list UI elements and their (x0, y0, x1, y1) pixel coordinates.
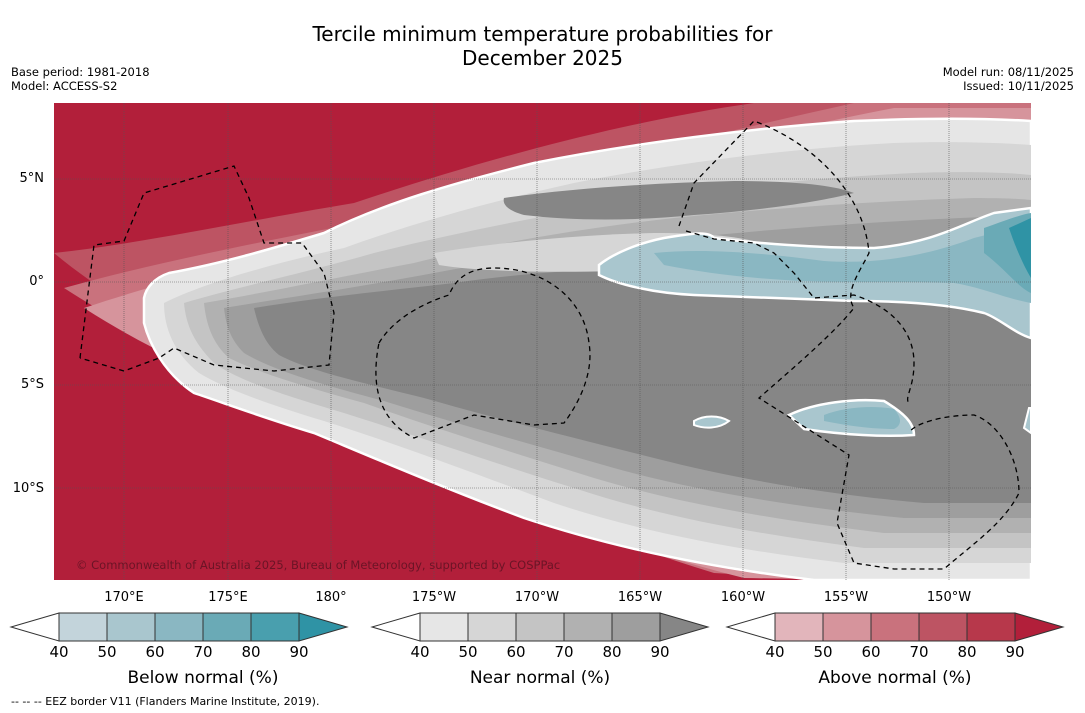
near-tick-90: 90 (650, 643, 670, 661)
colorbar-below-bin-60 (154, 612, 204, 642)
above-tick-50: 50 (813, 643, 833, 661)
lon-label-155w: 155°W (823, 590, 869, 605)
lon-label-175w: 175°W (411, 590, 457, 605)
colorbar-below-bin-80 (250, 612, 300, 642)
above-tick-60: 60 (861, 643, 881, 661)
colorbar-near-bin-80 (611, 612, 661, 642)
above-normal-title: Above normal (%) (818, 668, 972, 688)
colorbar-above-bin-60 (870, 612, 920, 642)
lat-label-5s: 5°S (20, 377, 44, 392)
near-tick-80: 80 (602, 643, 622, 661)
above-tick-70: 70 (909, 643, 929, 661)
colorbar-below-normal (9, 612, 349, 642)
lat-label-0: 0° (29, 274, 44, 289)
colorbar-above-normal (725, 612, 1065, 642)
eez-footnote: -- -- -- EEZ border V11 (Flanders Marine… (11, 695, 320, 708)
lon-label-150w: 150°W (926, 590, 972, 605)
colorbar-above-bin-70 (918, 612, 968, 642)
colorbar-below-bin-70 (202, 612, 252, 642)
colorbar-above-bin-80 (966, 612, 1016, 642)
near-tick-50: 50 (458, 643, 478, 661)
below-tick-90: 90 (289, 643, 309, 661)
map-title-line1: Tercile minimum temperature probabilitie… (312, 22, 773, 46)
base-period: Base period: 1981-2018 (11, 65, 150, 79)
issued-date: Issued: 10/11/2025 (963, 79, 1074, 93)
colorbar-below-bin-90 (298, 612, 349, 642)
model-name: Model: ACCESS-S2 (11, 79, 118, 93)
lon-label-165w: 165°W (617, 590, 663, 605)
near-tick-70: 70 (554, 643, 574, 661)
colorbar-near-normal (370, 612, 710, 642)
colorbar-legend (9, 612, 1065, 642)
below-tick-40: 40 (49, 643, 69, 661)
colorbar-near-bin-70 (563, 612, 613, 642)
below-normal-title: Below normal (%) (127, 668, 279, 688)
lon-label-175e: 175°E (208, 590, 248, 605)
meta-right: Model run: 08/11/2025 Issued: 10/11/2025 (943, 65, 1074, 93)
model-run: Model run: 08/11/2025 (942, 65, 1074, 79)
below-tick-70: 70 (193, 643, 213, 661)
meta-left: Base period: 1981-2018 Model: ACCESS-S2 (11, 65, 150, 93)
below-tick-50: 50 (97, 643, 117, 661)
lon-label-180: 180° (315, 590, 347, 605)
eez-borders (79, 120, 1020, 570)
colorbar-above-bin-40 (774, 612, 824, 642)
lat-label-5n: 5°N (19, 171, 45, 186)
lon-label-170w: 170°W (514, 590, 560, 605)
colorbar-near-bin-50 (467, 612, 517, 642)
lat-label-10s: 10°S (12, 481, 44, 496)
lon-label-170e: 170°E (104, 590, 144, 605)
map-title: Tercile minimum temperature probabilitie… (0, 22, 1085, 70)
colorbar-below-bin-50 (106, 612, 156, 642)
colorbar-near-bin-60 (515, 612, 565, 642)
graticule (54, 103, 1031, 580)
colorbar-above-bin-90 (1014, 612, 1065, 642)
copyright-notice: © Commonwealth of Australia 2025, Bureau… (76, 558, 560, 572)
probability-map: © Commonwealth of Australia 2025, Bureau… (54, 103, 1031, 580)
near-tick-40: 40 (410, 643, 430, 661)
above-tick-90: 90 (1005, 643, 1025, 661)
near-tick-60: 60 (506, 643, 526, 661)
below-tick-60: 60 (145, 643, 165, 661)
colorbar-near-bin-40 (419, 612, 469, 642)
colorbar-below-bin-40 (58, 612, 108, 642)
colorbar-near-bin-90 (659, 612, 710, 642)
colorbar-above-bin-50 (822, 612, 872, 642)
near-normal-title: Near normal (%) (469, 668, 611, 688)
below-tick-80: 80 (241, 643, 261, 661)
map-title-line2: December 2025 (462, 46, 623, 70)
lon-label-160w: 160°W (720, 590, 766, 605)
above-tick-40: 40 (765, 643, 785, 661)
above-tick-80: 80 (957, 643, 977, 661)
